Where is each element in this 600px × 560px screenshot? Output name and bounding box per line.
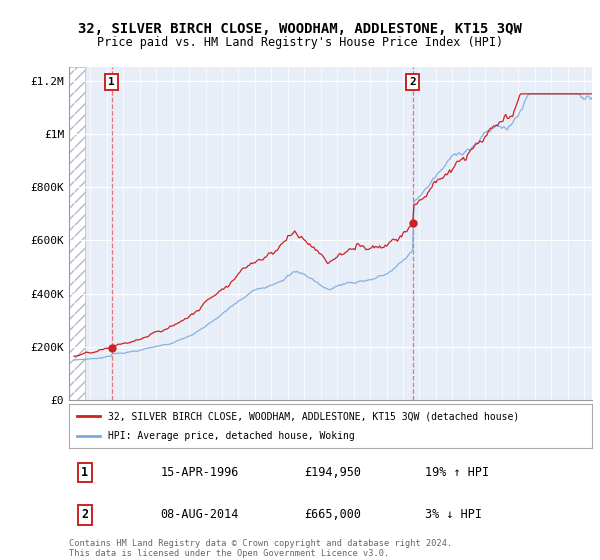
Text: Contains HM Land Registry data © Crown copyright and database right 2024.: Contains HM Land Registry data © Crown c… <box>69 539 452 548</box>
Text: 08-AUG-2014: 08-AUG-2014 <box>161 508 239 521</box>
Text: 32, SILVER BIRCH CLOSE, WOODHAM, ADDLESTONE, KT15 3QW (detached house): 32, SILVER BIRCH CLOSE, WOODHAM, ADDLEST… <box>108 411 520 421</box>
Text: 2: 2 <box>409 77 416 87</box>
Text: 3% ↓ HPI: 3% ↓ HPI <box>425 508 482 521</box>
Text: This data is licensed under the Open Government Licence v3.0.: This data is licensed under the Open Gov… <box>69 549 389 558</box>
Text: £665,000: £665,000 <box>304 508 361 521</box>
Text: £194,950: £194,950 <box>304 466 361 479</box>
Text: 19% ↑ HPI: 19% ↑ HPI <box>425 466 489 479</box>
Bar <box>66 67 85 400</box>
Text: HPI: Average price, detached house, Woking: HPI: Average price, detached house, Woki… <box>108 431 355 441</box>
Text: 2: 2 <box>81 508 88 521</box>
Text: 1: 1 <box>108 77 115 87</box>
Text: 32, SILVER BIRCH CLOSE, WOODHAM, ADDLESTONE, KT15 3QW: 32, SILVER BIRCH CLOSE, WOODHAM, ADDLEST… <box>78 22 522 36</box>
Text: Price paid vs. HM Land Registry's House Price Index (HPI): Price paid vs. HM Land Registry's House … <box>97 36 503 49</box>
Text: 15-APR-1996: 15-APR-1996 <box>161 466 239 479</box>
Text: 1: 1 <box>81 466 88 479</box>
